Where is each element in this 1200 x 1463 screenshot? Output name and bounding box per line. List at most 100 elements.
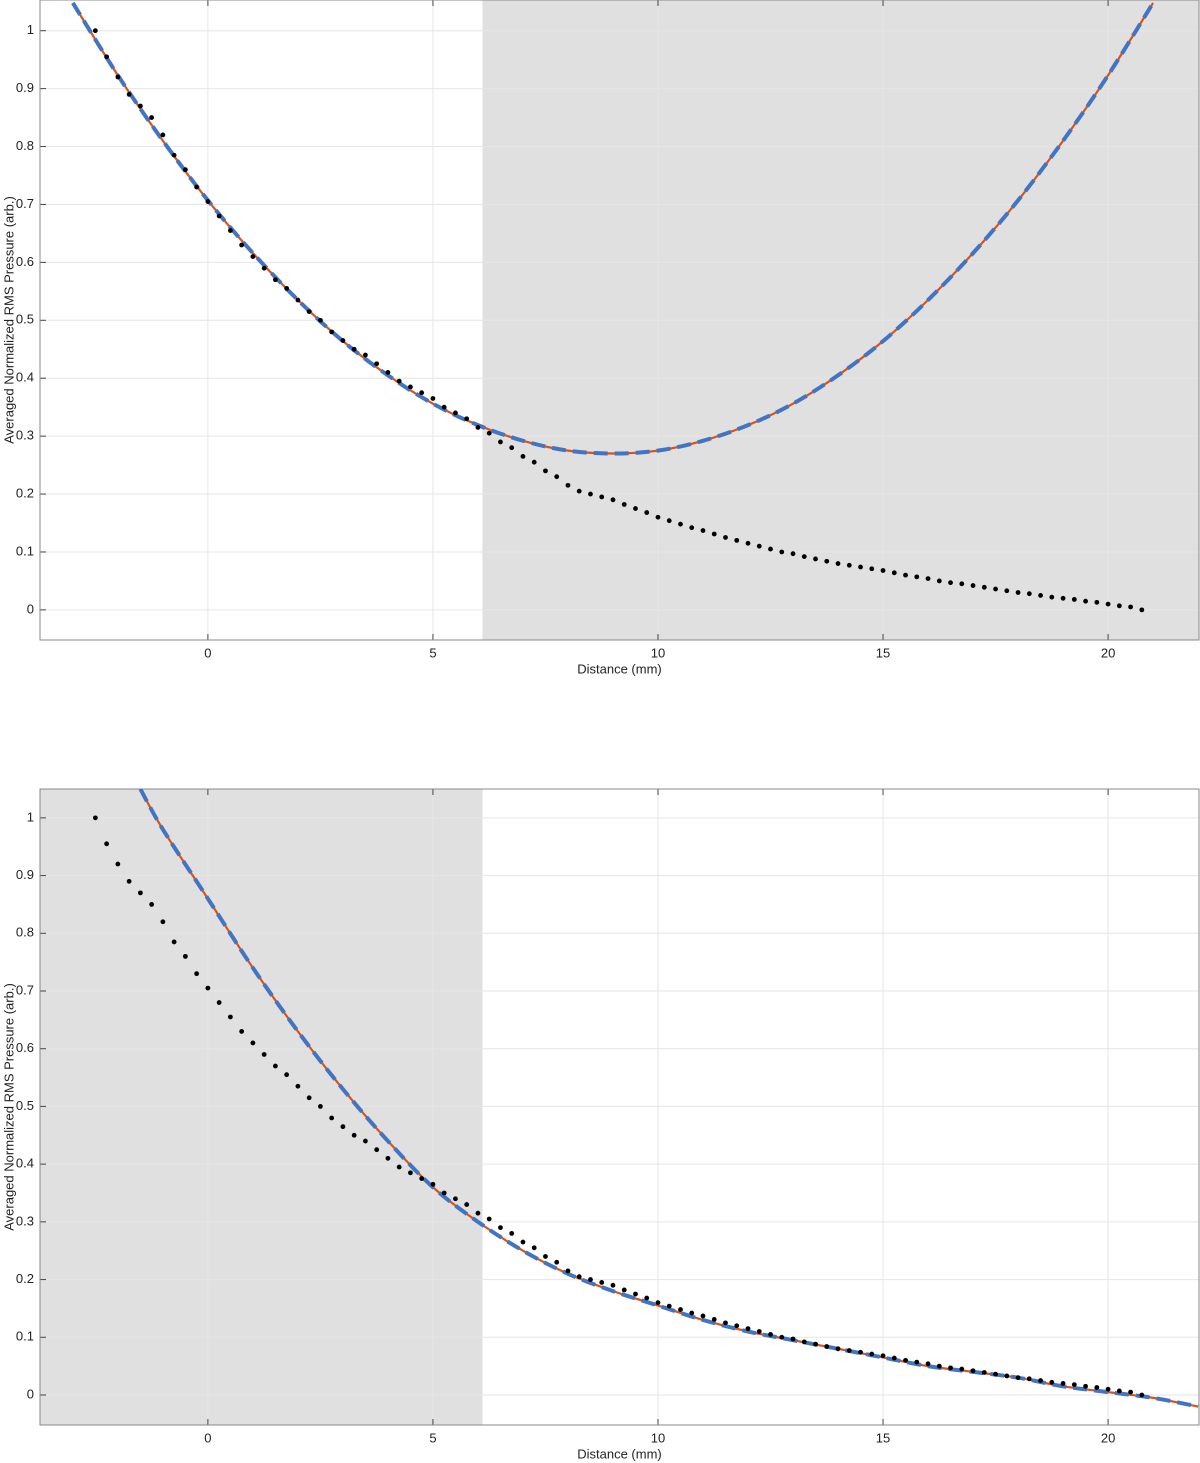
data-point	[689, 525, 695, 531]
data-point	[1105, 1386, 1111, 1392]
shaded-region	[40, 789, 483, 1425]
data-point	[678, 1307, 683, 1312]
data-point	[216, 213, 222, 219]
data-point	[734, 537, 740, 543]
data-point	[498, 439, 503, 445]
data-point	[723, 535, 728, 540]
data-point	[374, 361, 380, 367]
data-point	[779, 549, 785, 555]
y-tick-label: 0.1	[16, 543, 34, 558]
data-point	[104, 841, 110, 847]
data-point	[734, 1323, 740, 1329]
data-point	[599, 494, 605, 500]
data-point	[1116, 1388, 1122, 1394]
data-point	[891, 570, 897, 576]
data-point	[306, 1095, 312, 1101]
data-point	[801, 554, 807, 559]
data-point	[678, 521, 683, 527]
data-point	[1060, 1381, 1066, 1386]
data-point	[711, 531, 717, 537]
data-point	[981, 1370, 987, 1375]
data-point	[408, 384, 413, 390]
y-tick-label: 0.6	[16, 254, 34, 269]
data-point	[520, 453, 526, 459]
axes-frame	[39, 0, 1200, 641]
data-point	[441, 404, 447, 410]
data-point	[543, 468, 548, 474]
y-axis-label: Averaged Normalized RMS Pressure (arb.)	[1, 983, 16, 1231]
data-point	[914, 574, 920, 580]
data-point	[216, 1000, 222, 1005]
data-point	[115, 74, 121, 80]
data-point	[1128, 604, 1133, 610]
data-point	[498, 1225, 503, 1231]
data-point	[1004, 588, 1010, 594]
data-point	[464, 1202, 470, 1207]
data-point	[779, 1334, 785, 1340]
data-point	[295, 297, 301, 303]
data-point	[903, 1357, 908, 1363]
data-point	[576, 1274, 582, 1280]
data-point	[284, 1072, 290, 1078]
data-point	[351, 346, 357, 352]
data-point	[408, 1170, 413, 1176]
data-point	[936, 1363, 942, 1369]
data-point	[160, 919, 166, 925]
data-point	[149, 115, 155, 120]
data-point	[666, 518, 672, 524]
data-point	[610, 1282, 616, 1288]
data-point	[227, 228, 233, 233]
data-point	[554, 1259, 560, 1265]
data-point	[813, 1341, 818, 1347]
data-point	[171, 939, 177, 945]
y-tick-label: 0.8	[16, 138, 34, 153]
data-point	[509, 445, 515, 451]
data-point	[1049, 1379, 1055, 1385]
data-point	[959, 1366, 965, 1372]
data-point	[835, 1346, 841, 1352]
data-point	[475, 1210, 481, 1216]
data-point	[273, 277, 278, 283]
data-point	[149, 902, 155, 907]
data-point	[644, 1295, 650, 1301]
data-point	[554, 474, 560, 480]
data-point	[633, 1291, 638, 1297]
data-point	[486, 430, 492, 436]
data-point	[655, 514, 661, 520]
data-point	[880, 1353, 886, 1359]
data-point	[351, 1132, 357, 1138]
data-point	[869, 566, 875, 572]
data-point	[396, 1164, 402, 1170]
y-tick-label: 0.3	[16, 428, 34, 443]
data-point	[182, 953, 188, 959]
data-point	[194, 184, 200, 190]
fit-line	[71, 2, 1155, 455]
data-point	[824, 558, 830, 564]
x-tick-label: 0	[204, 1430, 211, 1445]
data-point	[261, 265, 267, 271]
x-tick-label: 15	[876, 1430, 890, 1445]
data-point	[531, 459, 537, 465]
data-point	[250, 254, 256, 259]
data-point	[385, 370, 391, 375]
data-point	[1038, 593, 1043, 598]
data-point	[92, 28, 98, 34]
y-tick-label: 0.4	[16, 370, 34, 385]
x-axis-label: Distance (mm)	[577, 661, 662, 676]
y-tick-label: 0	[27, 601, 34, 616]
data-point	[441, 1190, 447, 1196]
data-point	[374, 1147, 380, 1153]
data-point	[486, 1216, 492, 1222]
data-point	[318, 317, 323, 323]
data-point	[880, 568, 886, 573]
data-point	[1083, 1383, 1088, 1389]
data-point	[1116, 603, 1122, 609]
data-point	[509, 1230, 515, 1236]
data-point	[824, 1344, 830, 1349]
data-point	[126, 92, 132, 97]
data-point	[891, 1355, 897, 1361]
data-point	[239, 242, 245, 248]
data-point	[948, 1365, 953, 1371]
